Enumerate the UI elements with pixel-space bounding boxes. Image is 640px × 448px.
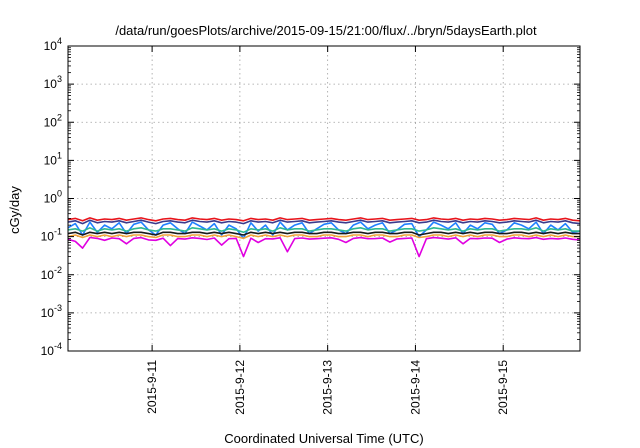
- y-tick-label: 10-1: [41, 227, 62, 244]
- x-tick-label: 2015-9-12: [233, 360, 247, 415]
- y-tick-label: 101: [44, 150, 62, 167]
- series-line-5: [67, 231, 580, 236]
- y-axis: 10-4 10-3 10-2 10-1 100 101 102 103 104: [41, 36, 580, 358]
- grid: [68, 46, 580, 351]
- y-tick-label: 10-3: [41, 303, 62, 320]
- series-group: [67, 217, 581, 258]
- x-tick-label: 2015-9-15: [496, 360, 510, 415]
- series-line-1: [67, 217, 581, 222]
- y-axis-label: cGy/day: [7, 186, 22, 234]
- series-line-7: [67, 236, 581, 258]
- series-line-6: [67, 234, 580, 240]
- x-axis: 2015-9-11 2015-9-12 2015-9-13 2015-9-14 2015…: [145, 46, 510, 415]
- series-line-3: [67, 221, 581, 240]
- x-tick-label: 2015-9-14: [408, 360, 422, 415]
- x-axis-label: Coordinated Universal Time (UTC): [224, 431, 423, 446]
- series-line-4: [67, 227, 580, 234]
- y-tick-label: 100: [44, 189, 62, 206]
- chart-title: /data/run/goesPlots/archive/2015-09-15/2…: [115, 23, 537, 38]
- y-tick-label: 10-2: [41, 265, 62, 282]
- y-tick-label: 103: [44, 74, 62, 91]
- series-line-2: [67, 219, 581, 225]
- y-tick-label: 104: [44, 36, 62, 53]
- y-tick-label: 102: [44, 112, 62, 129]
- y-tick-label: 10-4: [41, 341, 62, 358]
- x-tick-label: 2015-9-11: [145, 360, 159, 414]
- x-tick-label: 2015-9-13: [321, 360, 335, 415]
